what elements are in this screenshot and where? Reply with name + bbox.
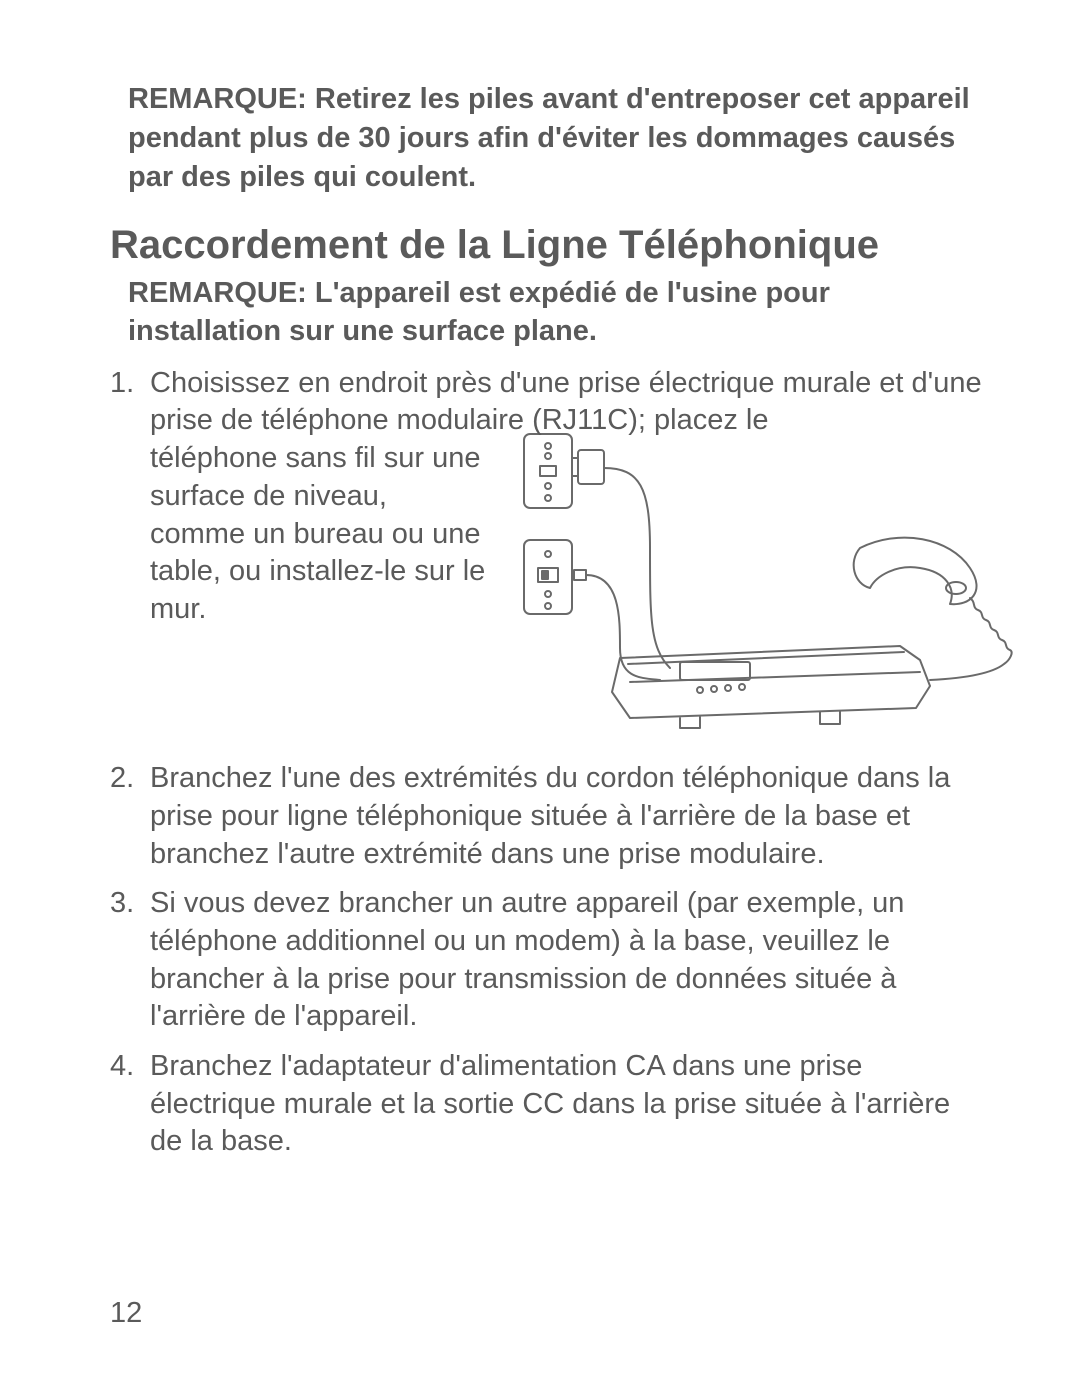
step-2: Branchez l'une des extrémités du cordon … (110, 760, 990, 873)
storage-note: REMARQUE: Retirez les piles avant d'entr… (128, 80, 990, 197)
step-1-tail: téléphone sans fil sur une surface de ni… (150, 440, 490, 628)
step-1: Choisissez en endroit près d'une prise é… (110, 365, 990, 748)
instruction-list: Choisissez en endroit près d'une prise é… (110, 365, 990, 1161)
section-heading: Raccordement de la Ligne Téléphonique (110, 221, 990, 269)
step-4: Branchez l'adaptateur d'alimentation CA … (110, 1048, 990, 1161)
shipping-note: REMARQUE: L'appareil est expédié de l'us… (128, 275, 990, 350)
step-3: Si vous devez brancher un autre appareil… (110, 885, 990, 1036)
step-1-lead: Choisissez en endroit près d'une prise é… (150, 367, 982, 437)
page-number: 12 (110, 1297, 142, 1330)
connection-diagram (500, 428, 1020, 748)
